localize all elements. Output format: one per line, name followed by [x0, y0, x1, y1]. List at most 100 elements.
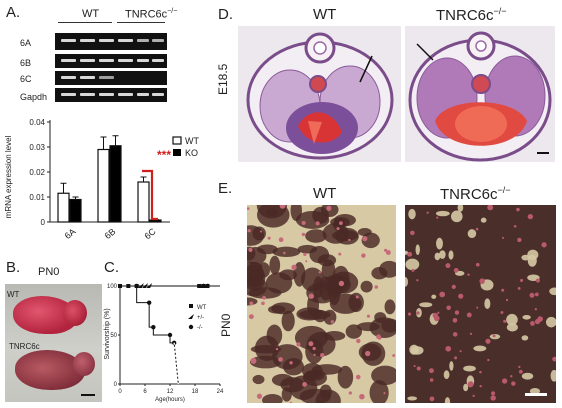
survival-marker [126, 284, 131, 288]
bar-ylabel: mRNA expression level [4, 135, 13, 218]
cell-dot [537, 316, 543, 322]
bar-y-tick-label: 0.04 [29, 118, 45, 127]
bar [97, 148, 110, 223]
d-ko-text: TNRC6c [436, 7, 494, 24]
histology-ko-e185 [405, 26, 555, 162]
cell-dot [530, 321, 535, 326]
legend-wt-text: WT [197, 305, 207, 311]
surv-x-tick-label: 12 [167, 389, 174, 395]
bar-y-ticks: 0 0.01 0.02 0.03 0.04 [29, 118, 50, 227]
cell-dot [283, 251, 286, 255]
cell-dot [305, 260, 308, 263]
survival-marker [202, 283, 209, 288]
cell-dot [459, 350, 462, 353]
cell-dot [479, 384, 482, 388]
tissue-septum [371, 267, 388, 280]
legend-het-marker [188, 314, 194, 319]
tissue-septum [323, 331, 346, 341]
airspace [443, 370, 450, 380]
ko-pup-head [73, 352, 95, 376]
tissue-septum [356, 322, 380, 332]
bar [69, 198, 82, 223]
cell-dot [527, 213, 534, 220]
airspace [408, 208, 416, 220]
cell-dot [416, 279, 419, 282]
cell-dot [301, 232, 306, 237]
tissue-septum [371, 365, 396, 386]
tissue-septum [348, 292, 364, 313]
cell-dot [279, 205, 286, 209]
surv-x-tick-label: 18 [192, 389, 199, 395]
tissue-septum [299, 309, 331, 320]
tissue-septum [332, 265, 350, 291]
tissue-septum [289, 375, 318, 400]
e-side-label: PN0 [219, 313, 233, 337]
cell-dot [320, 353, 325, 358]
cell-dot [366, 314, 371, 318]
survival-marker [134, 283, 139, 289]
cell-dot [541, 242, 547, 248]
survival-marker [151, 324, 156, 330]
cell-dot [520, 278, 524, 282]
e-ko-sup: −/− [497, 185, 511, 195]
cell-dot [479, 278, 485, 284]
tissue-septum [305, 229, 327, 243]
bar [109, 145, 122, 223]
cell-dot [303, 252, 307, 257]
airspace [463, 383, 469, 392]
bar-y-tick-label: 0.01 [29, 193, 45, 202]
cell-dot [517, 237, 522, 243]
d-ko-label: TNRC6c−/− [436, 6, 507, 24]
panel-e-label: E. [218, 180, 233, 197]
cell-dot [410, 230, 415, 236]
cell-dot [308, 293, 315, 299]
tissue-septum [319, 384, 332, 399]
cell-dot [296, 342, 301, 347]
airspace [545, 316, 556, 328]
cell-dot [454, 356, 458, 360]
cell-dot [472, 394, 475, 397]
cell-dot [383, 392, 386, 395]
cell-dot [487, 358, 490, 362]
tissue-septum [283, 358, 305, 376]
cell-dot [429, 396, 435, 402]
cell-dot [518, 369, 523, 374]
tissue-septum [361, 341, 386, 366]
gel-strip-6a [55, 33, 167, 50]
expression-bar-chart: mRNA expression level 00.010.020.030.04 … [4, 118, 199, 241]
cell-dot [416, 311, 420, 315]
cell-dot [516, 207, 520, 212]
cell-dot [385, 250, 391, 255]
pups-photo: WT TNRC6c [5, 284, 102, 402]
cell-dot [261, 301, 265, 306]
significance-bracket [142, 169, 158, 221]
e-ko-label: TNRC6c−/− [440, 185, 511, 203]
bar-categories: 6A 6B 6C [63, 226, 158, 241]
cell-dot [428, 368, 434, 374]
bar-y-tick-label: 0.03 [29, 143, 45, 152]
airspace [431, 294, 437, 299]
cell-dot [510, 375, 513, 378]
cell-dot [552, 356, 556, 362]
cell-dot [365, 350, 371, 357]
cell-dot [259, 230, 263, 233]
cell-dot [338, 280, 345, 287]
cell-dot [348, 238, 351, 242]
cell-dot [301, 220, 306, 225]
surv-marks [118, 283, 210, 385]
cell-dot [336, 227, 340, 231]
airspace [434, 252, 441, 261]
d-wt-label: WT [313, 6, 337, 23]
cell-dot [275, 347, 279, 351]
e-wt-label: WT [313, 185, 337, 202]
cell-dot [247, 229, 251, 233]
cell-dot [248, 314, 254, 320]
gel-strip-gapdh [55, 88, 167, 102]
wt-bracket [58, 22, 112, 23]
cell-dot [247, 207, 250, 210]
airspace [527, 254, 537, 267]
cell-dot [458, 293, 464, 299]
cell-dot [492, 334, 496, 338]
cell-dot [505, 298, 509, 302]
cell-dot [490, 395, 496, 401]
